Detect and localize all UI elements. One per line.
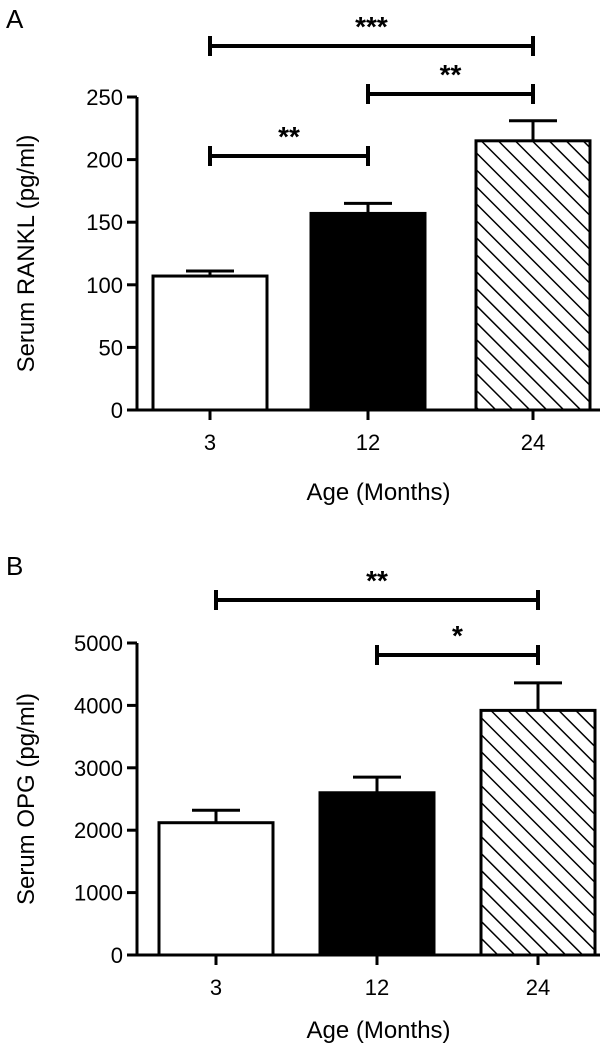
panel-label: B [6,551,23,581]
y-axis-label: Serum OPG (pg/ml) [13,693,40,905]
y-tick-label: 0 [111,398,123,423]
x-tick-label: 12 [356,430,380,455]
x-axis-label: Age (Months) [306,1017,450,1044]
significance-label: ** [366,565,388,596]
bar-3 [151,274,269,412]
significance-label: * [452,620,463,651]
x-tick-label: 24 [521,430,545,455]
x-axis-label: Age (Months) [306,479,450,506]
y-tick-label: 4000 [74,693,123,718]
x-tick-label: 12 [365,975,389,1000]
y-tick-label: 150 [86,210,123,235]
y-tick-label: 3000 [74,756,123,781]
y-tick-label: 50 [99,335,123,360]
y-tick-label: 1000 [74,881,123,906]
panel-label: A [6,4,24,34]
y-tick-label: 100 [86,273,123,298]
x-tick-label: 3 [204,430,216,455]
bar-12 [318,791,436,957]
y-tick-label: 0 [111,943,123,968]
y-tick-label: 5000 [74,631,123,656]
significance-label: ** [440,59,462,90]
y-axis-label: Serum RANKL (pg/ml) [13,135,40,373]
panel-b: B 0 1000 2000 3000 4000 5000 3 12 24 Age (Months) S… [6,551,600,1044]
y-tick-label: 2000 [74,818,123,843]
y-tick-label: 250 [86,85,123,110]
significance-label: ** [278,121,300,152]
x-tick-label: 24 [526,975,550,1000]
bar-24 [474,139,592,412]
x-tick-label: 3 [210,975,222,1000]
bar-3 [157,821,275,957]
bar-24 [479,708,597,957]
y-tick-label: 200 [86,148,123,173]
significance-label: *** [355,11,388,42]
bar-12 [309,211,427,412]
panel-a: A 0 50 100 150 200 250 3 12 24 Age (Months) Serum R… [6,4,600,506]
